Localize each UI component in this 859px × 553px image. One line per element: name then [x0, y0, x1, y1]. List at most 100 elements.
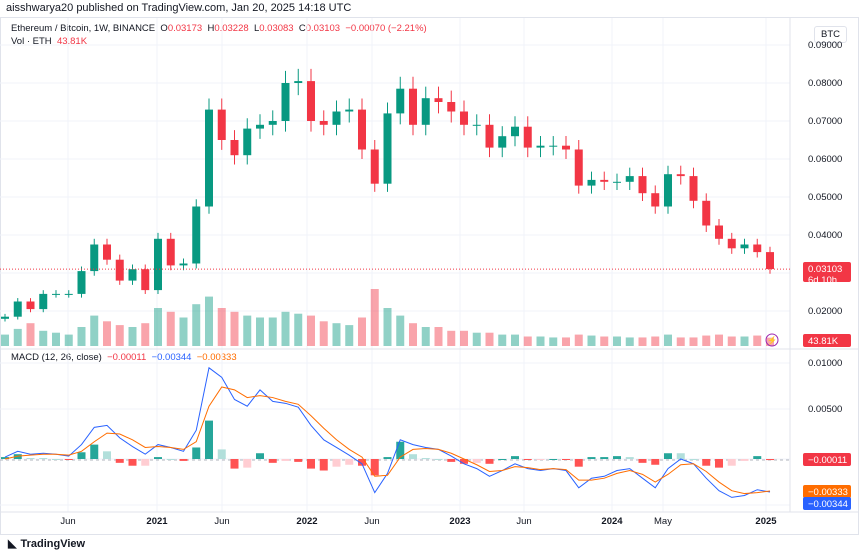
volume-bar: [370, 289, 379, 346]
candle: [434, 98, 443, 102]
candle: [319, 121, 328, 125]
macd-histogram-bar: [128, 459, 137, 466]
macd-histogram-bar: [625, 457, 634, 459]
volume-bar: [77, 327, 86, 346]
macd-histogram-bar: [562, 459, 570, 460]
candle: [409, 88, 417, 125]
candle: [549, 145, 558, 147]
candle: [600, 179, 609, 182]
volume-bar: [676, 337, 685, 346]
volume-bar: [498, 334, 507, 346]
time-tick-label: 2021: [146, 516, 168, 527]
macd-histogram-bar: [243, 459, 252, 468]
volume-bar: [383, 308, 392, 346]
time-tick-label: Jun: [60, 516, 75, 527]
macd-histogram-bar: [536, 459, 545, 460]
volume-bar: [753, 335, 762, 346]
macd-histogram-bar: [383, 457, 392, 459]
candle: [141, 269, 150, 291]
volume-bar: [154, 308, 162, 346]
macd-histogram-bar: [115, 459, 124, 463]
time-tick-label: Jun: [364, 516, 379, 527]
candle: [511, 126, 519, 137]
candle: [715, 225, 723, 239]
macd-histogram-bar: [651, 459, 660, 465]
macd-histogram-bar: [103, 451, 111, 459]
brand-name: TradingView: [20, 537, 86, 550]
candle: [39, 293, 48, 310]
candle: [217, 109, 226, 140]
volume-bar: [485, 332, 494, 346]
signal-tag: [803, 485, 851, 498]
lightning-icon-glyph: ⚡: [767, 335, 777, 345]
last-price-tag-text: 0.03103: [808, 264, 842, 275]
volume-bar: [205, 296, 213, 346]
macd-histogram-bar: [409, 454, 417, 459]
macd-histogram-bar: [549, 459, 558, 460]
volume-bar: [638, 337, 647, 346]
volume-bar: [523, 336, 532, 346]
macd-histogram-bar: [358, 459, 366, 466]
high-value: 0.03228: [214, 23, 249, 34]
macd-histogram-bar: [370, 459, 379, 476]
low-label: L: [253, 23, 260, 34]
candle: [625, 176, 634, 182]
candle: [421, 98, 430, 125]
candle: [103, 244, 111, 260]
macd-histogram-bar: [460, 459, 468, 464]
lightning-icon: [765, 333, 779, 347]
volume-bar: [1, 334, 9, 346]
volume-bar: [128, 327, 137, 346]
macd-histogram-bar: [64, 459, 73, 460]
tradingview-logo[interactable]: ◣ TradingView: [8, 537, 86, 551]
macd-histogram-bar: [715, 459, 723, 468]
change-value: −0.00070 (−2.21%): [345, 23, 427, 34]
candle: [498, 136, 507, 148]
volume-bar: [460, 330, 468, 346]
macd-histogram-bar: [39, 458, 48, 460]
macd-legend: MACD (12, 26, close) −0.00011 −0.00344 −…: [11, 352, 237, 363]
macd-histogram-bar: [638, 459, 647, 463]
candle: [281, 83, 290, 121]
volume-bar: [39, 330, 48, 346]
macd-histogram-bar: [1, 457, 9, 459]
volume-bar: [472, 332, 481, 346]
symbol-title[interactable]: Ethereum / Bitcoin, 1W, BINANCE: [11, 23, 156, 34]
currency-button[interactable]: BTC: [814, 26, 847, 43]
candle: [1, 316, 9, 319]
macd-histogram-bar: [205, 420, 213, 459]
macd-histogram-bar: [256, 453, 264, 459]
candle: [345, 109, 354, 112]
candle: [205, 109, 213, 207]
macd-histogram-bar: [192, 447, 201, 459]
macd-line: [4, 366, 771, 498]
macd-histogram-bar: [587, 457, 596, 459]
macd-histogram-bar: [217, 449, 226, 459]
macd-tick-label: 0.01000: [808, 358, 842, 369]
time-tick-label: May: [654, 516, 672, 527]
candle: [727, 238, 736, 249]
volume-bar: [332, 323, 341, 346]
volume-bar: [115, 325, 124, 346]
candle: [243, 128, 252, 156]
price-tick-label: 0.07000: [808, 116, 842, 127]
candle: [294, 81, 303, 83]
volume-bar: [664, 334, 672, 346]
macd-histogram-bar: [230, 459, 239, 469]
signal-line: [4, 386, 771, 495]
volume-bar: [549, 337, 558, 346]
macd-histogram-bar: [268, 459, 277, 463]
macd-title[interactable]: MACD (12, 26, close): [11, 352, 102, 363]
volume-bar: [358, 317, 366, 346]
macd-histogram-bar: [600, 457, 609, 459]
last-volume-tag-text: 43.81K: [808, 336, 839, 347]
macd-histogram-bar: [434, 459, 443, 460]
time-tick-label: 2025: [755, 516, 777, 527]
close-label: C: [298, 23, 306, 34]
volume-bar: [689, 337, 698, 346]
time-tick-label: 2022: [296, 516, 317, 527]
candle: [77, 271, 86, 294]
candle: [307, 81, 315, 121]
macd-histogram-bar: [485, 459, 494, 464]
